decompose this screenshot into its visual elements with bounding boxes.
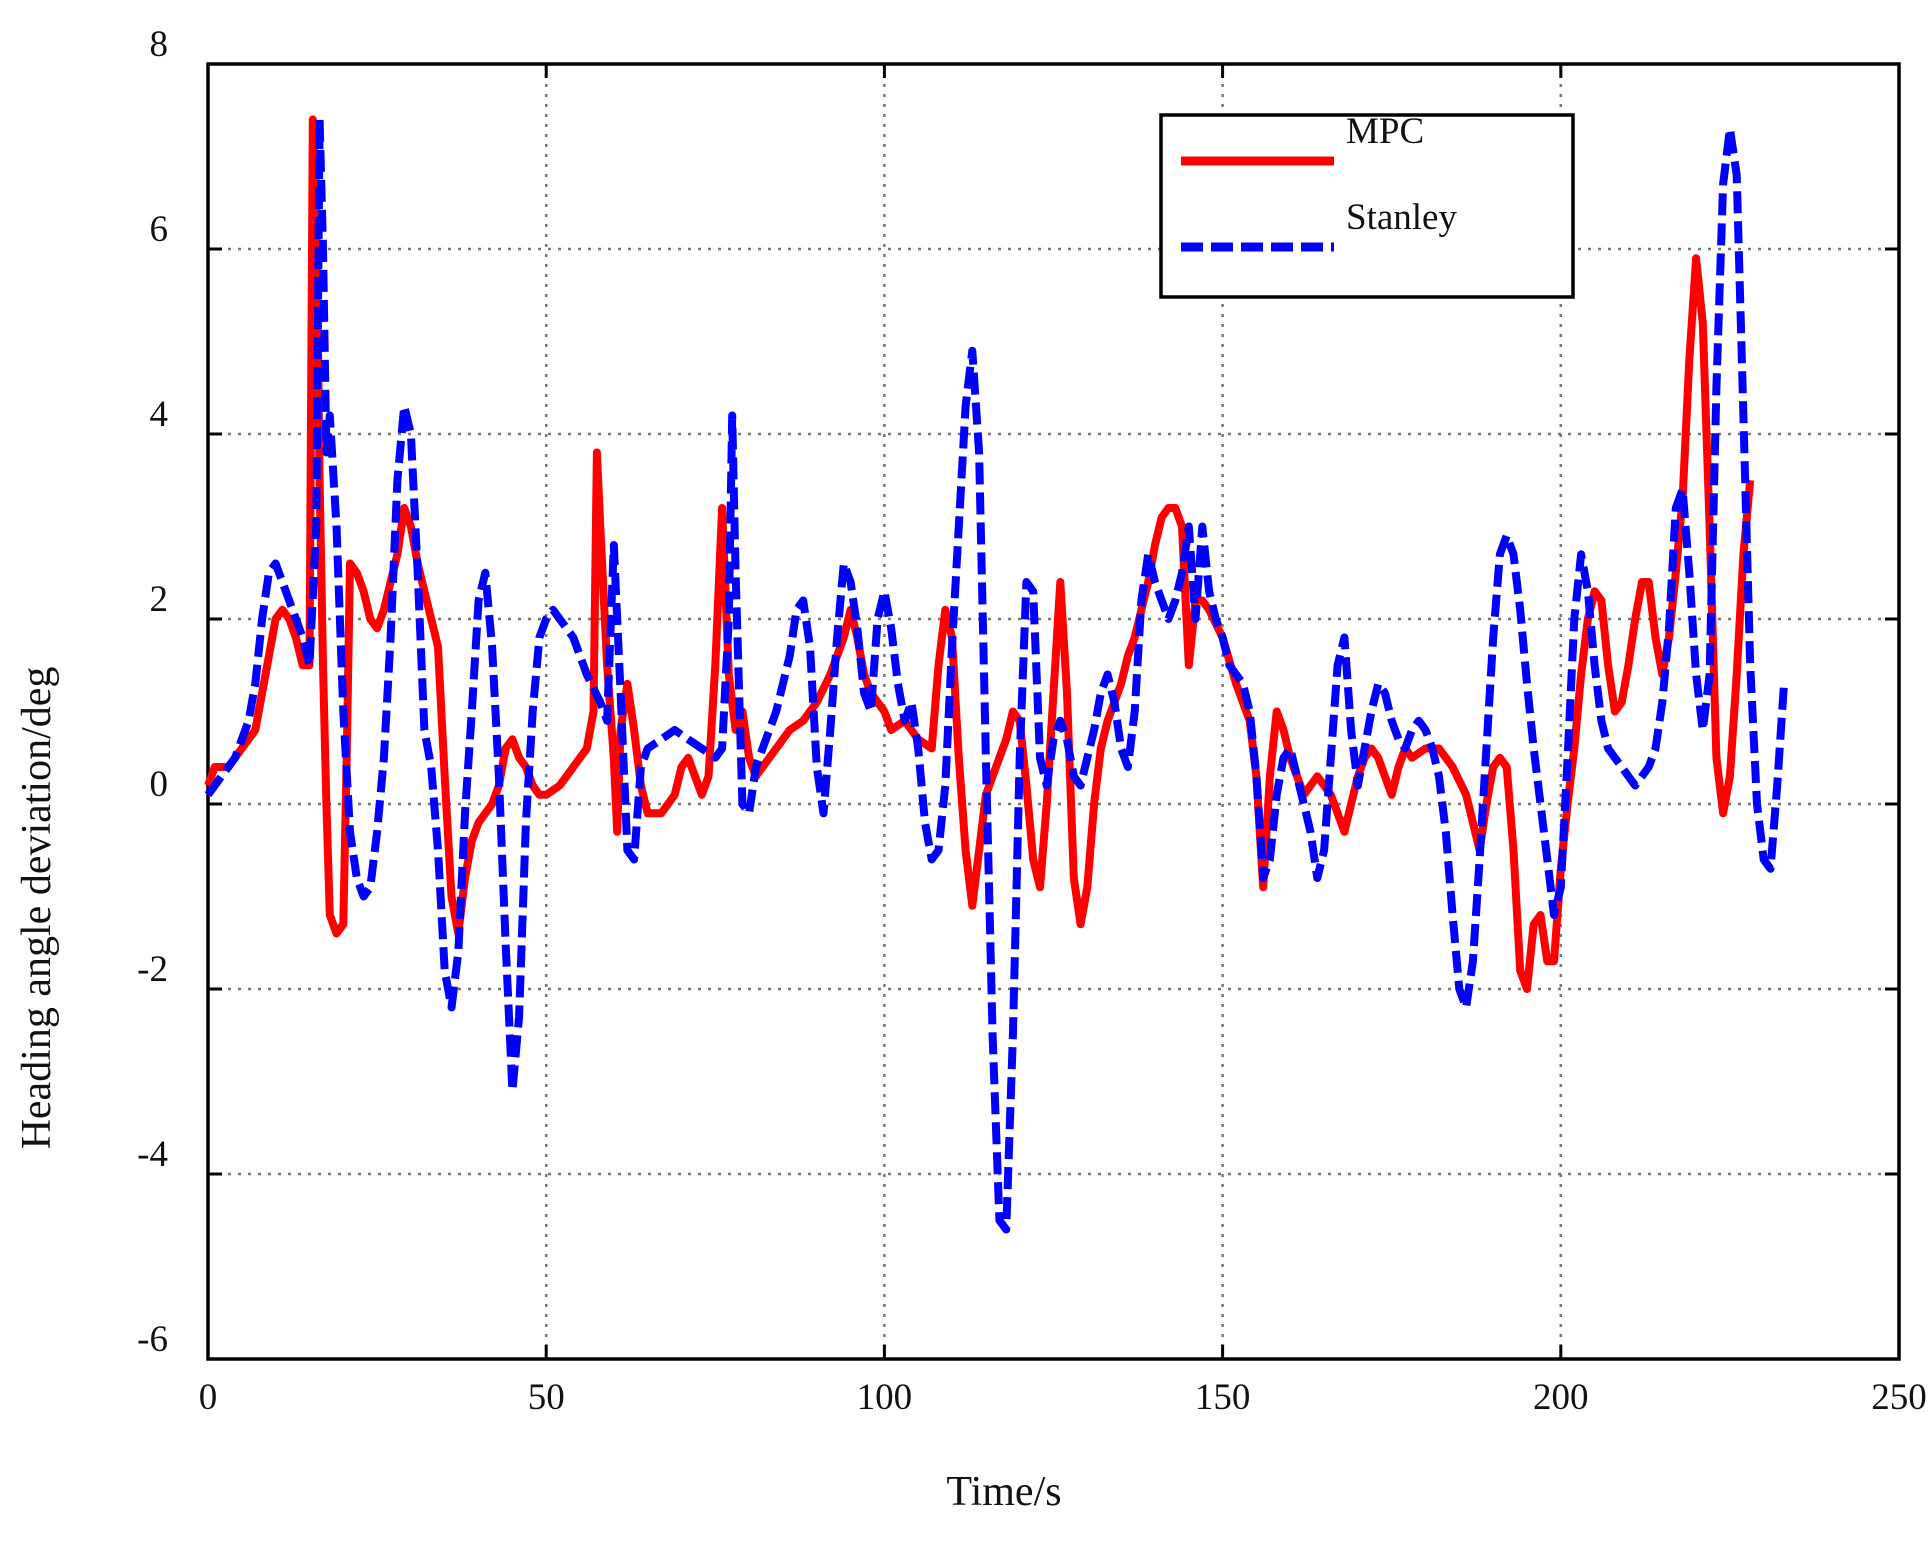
x-tick-label: 0 [199,1377,218,1418]
plot-frame [206,62,1901,1361]
legend-box [1159,113,1575,299]
y-tick-label: 4 [150,394,169,435]
y-tick-label: 0 [150,764,169,805]
y-tick-label: -2 [137,949,168,990]
y-tick-label: 2 [150,579,169,620]
legend-label: Stanley [1346,197,1457,238]
y-tick-label: 6 [150,209,169,250]
y-tick-label: -6 [137,1319,168,1360]
series-line [204,115,1755,993]
x-tick-label: 100 [857,1377,913,1418]
y-tick-label: 8 [150,24,169,65]
y-axis-label: Heading angle deviation/deg [14,667,60,1150]
legend-label: MPC [1346,111,1424,152]
x-tick-label: 250 [1871,1377,1927,1418]
x-tick-label: 150 [1195,1377,1251,1418]
x-tick-label: 200 [1533,1377,1589,1418]
x-tick-label: 50 [528,1377,565,1418]
y-tick-label: -4 [137,1134,168,1175]
x-axis-label: Time/s [946,1469,1061,1515]
series-line [204,115,1788,1234]
